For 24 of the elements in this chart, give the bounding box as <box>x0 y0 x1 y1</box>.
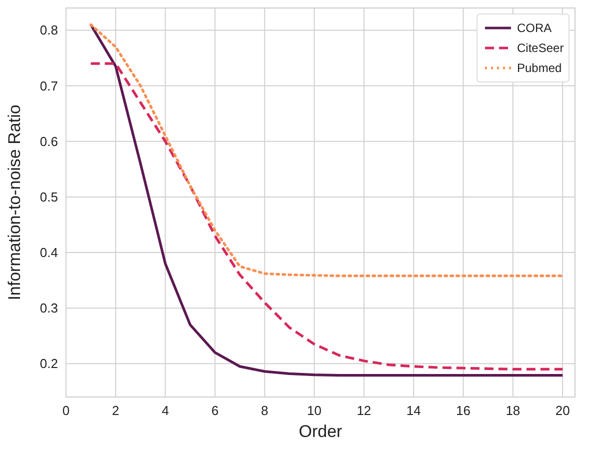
x-tick-label: 10 <box>307 403 322 418</box>
y-tick-label: 0.8 <box>40 22 58 38</box>
x-axis-title: Order <box>298 422 343 441</box>
legend-label: CORA <box>517 21 552 35</box>
x-tick-label: 0 <box>62 403 70 418</box>
y-tick-label: 0.4 <box>40 245 58 260</box>
x-tick-label: 12 <box>356 403 372 418</box>
line-series <box>90 23 564 278</box>
y-tick-label: 0.2 <box>40 356 58 372</box>
y-axis-title: Information-to-noise Ratio <box>5 104 24 300</box>
x-tick-label: 20 <box>555 403 570 418</box>
x-tick-label: 18 <box>506 403 520 418</box>
x-tick-label: 2 <box>112 403 120 418</box>
legend-label: Pubmed <box>517 61 562 75</box>
legend-label: CiteSeer <box>517 41 564 55</box>
x-tick-label: 6 <box>211 403 219 418</box>
y-tick-label: 0.6 <box>40 134 58 149</box>
y-tick-label: 0.7 <box>40 78 58 94</box>
y-tick-label: 0.5 <box>40 189 58 204</box>
x-tick-label: 8 <box>261 403 268 418</box>
y-tick-label: 0.3 <box>40 300 58 316</box>
x-tick-label: 14 <box>406 403 421 418</box>
x-tick-label: 4 <box>162 403 169 418</box>
x-tick-label: 16 <box>456 403 471 418</box>
